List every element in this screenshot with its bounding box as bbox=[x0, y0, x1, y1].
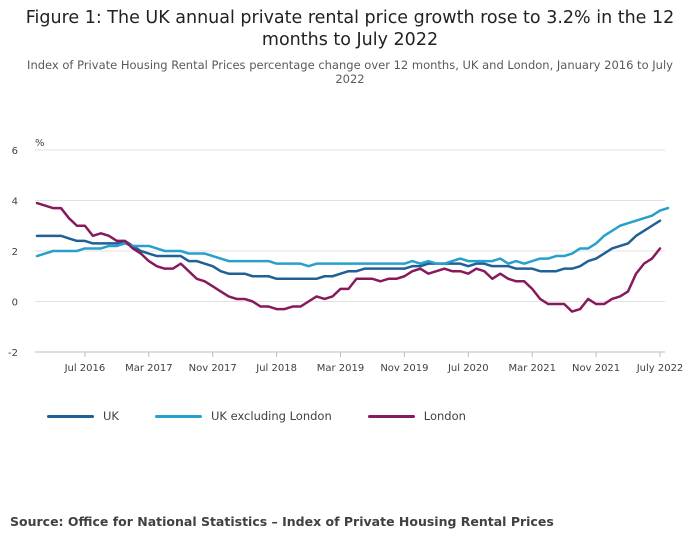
legend-item-london[interactable]: London bbox=[367, 409, 466, 423]
x-tick-label: Mar 2017 bbox=[125, 363, 173, 374]
y-tick-label: 6 bbox=[12, 146, 18, 157]
series-line-london[interactable] bbox=[35, 201, 662, 313]
legend-label-london: London bbox=[423, 409, 466, 423]
y-tick-label: 0 bbox=[12, 298, 18, 309]
x-tick-label: Nov 2021 bbox=[572, 363, 620, 374]
y-tick-label: 2 bbox=[12, 247, 18, 258]
x-tick-label: Nov 2019 bbox=[380, 363, 428, 374]
legend-swatch-london bbox=[367, 414, 415, 418]
series-line-uk-excluding-london[interactable] bbox=[35, 206, 670, 268]
x-tick-label: Mar 2019 bbox=[317, 363, 365, 374]
legend-swatch-uk bbox=[47, 414, 94, 418]
chart-subtitle-line-2: 2022 bbox=[335, 72, 365, 86]
axes: 6 4 2 0 -2% Jul 2016 Mar 2017 Nov 2017 Jul 2018 M… bbox=[8, 138, 683, 374]
chart-title: Figure 1: The UK annual private rental p… bbox=[0, 7, 700, 51]
x-tick-label: Nov 2017 bbox=[189, 363, 237, 374]
x-tick-label: Mar 2021 bbox=[508, 363, 556, 374]
y-tick-label: 4 bbox=[12, 197, 18, 208]
x-tick-label: Jul 2020 bbox=[447, 363, 489, 374]
chart-title-line-1: Figure 1: The UK annual private rental p… bbox=[25, 8, 675, 28]
series-lines bbox=[35, 201, 670, 313]
chart-subtitle-line-1: Index of Private Housing Rental Prices p… bbox=[27, 58, 673, 72]
legend-item-uk-excluding-london[interactable]: UK excluding London bbox=[154, 409, 332, 423]
legend-label-uk-excluding-london: UK excluding London bbox=[210, 409, 332, 423]
legend: UK UK excluding London London bbox=[47, 409, 502, 423]
x-tick-label: July 2022 bbox=[636, 363, 684, 374]
chart-title-line-2: months to July 2022 bbox=[261, 30, 439, 50]
x-tick-label: Jul 2018 bbox=[255, 363, 297, 374]
x-tick-label: Jul 2016 bbox=[64, 363, 106, 374]
gridlines bbox=[35, 149, 665, 353]
y-tick-label: -2 bbox=[8, 348, 18, 359]
source-note: Source: Office for National Statistics –… bbox=[10, 514, 554, 529]
y-axis-label: % bbox=[35, 138, 45, 149]
series-line-uk[interactable] bbox=[35, 219, 662, 281]
legend-label-uk: UK bbox=[103, 409, 119, 423]
chart-subtitle: Index of Private Housing Rental Prices p… bbox=[0, 58, 700, 86]
legend-swatch-uk-excluding-london bbox=[154, 414, 202, 418]
legend-item-uk[interactable]: UK bbox=[47, 409, 119, 423]
